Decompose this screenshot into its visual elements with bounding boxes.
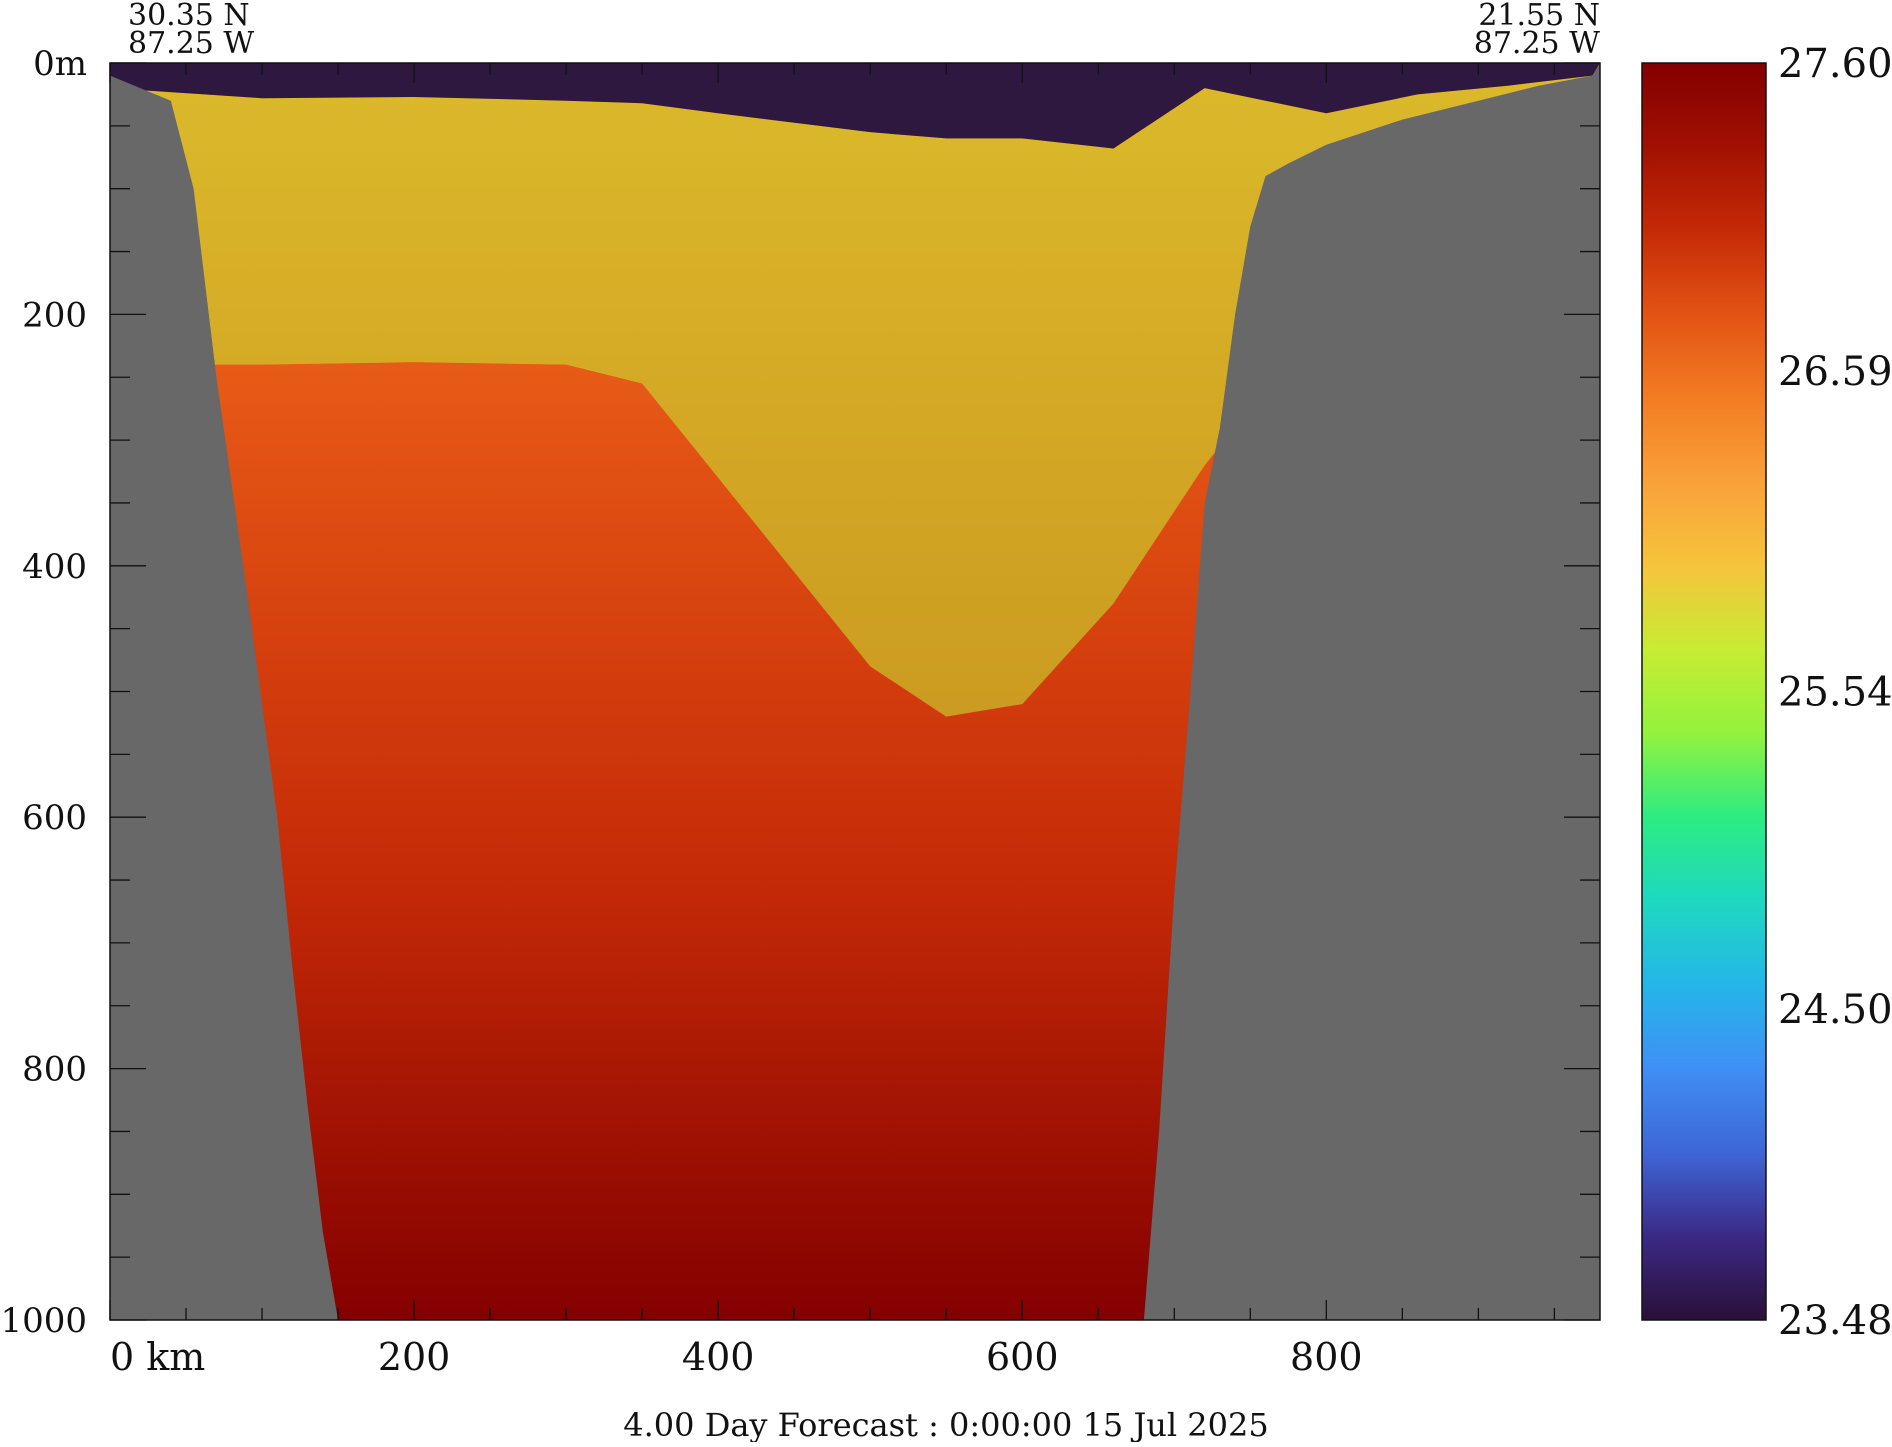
bathymetry-land: [110, 63, 1600, 1320]
x-axis-labels: 0 km 200 400 600 800: [110, 1335, 1363, 1379]
x-axis-ticks: [109, 63, 1556, 1320]
x-tick-label: 800: [1290, 1335, 1363, 1379]
end-lon-label: 87.25 W: [1474, 26, 1600, 61]
y-tick-label: 400: [22, 547, 87, 587]
plot-area: [110, 63, 1600, 1320]
y-tick-label: 600: [22, 798, 87, 838]
x-tick-label: 400: [682, 1335, 755, 1379]
start-lon-label: 87.25 W: [128, 26, 254, 61]
start-lat-label: 30.35 N: [128, 0, 250, 33]
colorbar-tick-label: 27.60: [1778, 41, 1892, 87]
end-lat-label: 21.55 N: [1478, 0, 1600, 33]
x-tick-label: 0 km: [110, 1335, 205, 1379]
colorbar-tick-label: 23.48: [1778, 1298, 1892, 1344]
colorbar: [1641, 62, 1767, 1321]
y-tick-label: 1000: [0, 1301, 87, 1341]
surface-layer-fill: [110, 63, 1600, 149]
y-axis-labels: 0m 200 400 600 800 1000: [0, 44, 87, 1341]
colorbar-tick-label: 25.54: [1778, 670, 1892, 716]
y-tick-label: 800: [22, 1050, 87, 1090]
colorbar-tick-label: 24.50: [1778, 987, 1892, 1033]
colorbar-tick-label: 26.59: [1778, 349, 1892, 395]
x-tick-label: 200: [378, 1335, 451, 1379]
forecast-footer: 4.00 Day Forecast : 0:00:00 15 Jul 2025: [623, 1406, 1268, 1442]
warm-core-fill: [110, 75, 1593, 717]
colorbar-labels: 27.60 26.59 25.54 24.50 23.48: [1778, 41, 1892, 1344]
y-tick-label: 200: [22, 295, 87, 335]
x-tick-label: 600: [986, 1335, 1059, 1379]
y-axis-ticks: [110, 62, 1600, 1321]
y-tick-label: 0m: [33, 44, 87, 84]
